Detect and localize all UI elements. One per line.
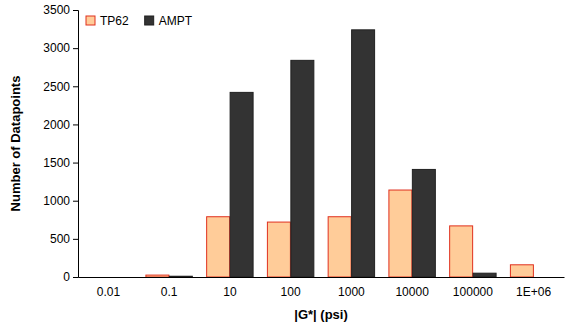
tick-label: 0.01 (97, 285, 121, 299)
bar (230, 92, 253, 277)
bar (169, 276, 192, 277)
legend-swatch (145, 16, 154, 25)
bar (510, 265, 533, 277)
tick-label: 100000 (453, 285, 493, 299)
legend-item: AMPT (145, 14, 193, 28)
tick: 2000 (43, 118, 78, 132)
bar (534, 277, 557, 278)
tick-label: 10 (223, 285, 237, 299)
axis-line (79, 277, 565, 278)
tick: 1E+06 (516, 285, 551, 299)
series (169, 30, 496, 277)
tick-label: 1000 (338, 285, 365, 299)
bar (146, 275, 169, 277)
tick: 1000 (338, 285, 365, 299)
tick-label: 10000 (395, 285, 429, 299)
bar (328, 217, 351, 277)
tick: 3000 (43, 41, 78, 55)
x-axis: 0.01 0.1 10 100 1000 10000 100000 1E+06 (79, 278, 565, 299)
tick-label: 2000 (43, 118, 70, 132)
tick-mark (73, 10, 78, 11)
legend: TP62 AMPT (86, 14, 193, 28)
tick: 10 (223, 285, 237, 299)
axis-line (73, 11, 79, 278)
y-axis: 0 500 1000 1500 2000 2500 3000 3500 (43, 3, 78, 284)
tick-label: 500 (50, 232, 70, 246)
tick-mark (73, 201, 78, 202)
tick-mark (73, 277, 78, 278)
tick-label: 1E+06 (516, 285, 551, 299)
plot: 0 500 1000 1500 2000 2500 3000 3500 0.01 0.1 10 100… (43, 3, 564, 298)
legend-label: AMPT (159, 14, 193, 28)
tick: 0.1 (161, 285, 178, 299)
tick-label: 1000 (43, 194, 70, 208)
legend-item: TP62 (86, 14, 129, 28)
tick-label: 2500 (43, 80, 70, 94)
tick: 1000 (43, 194, 78, 208)
tick: 3500 (43, 3, 78, 17)
x-axis-title: |G*| (psi) (294, 307, 348, 322)
bar (109, 277, 132, 278)
tick: 10000 (395, 285, 429, 299)
bar (352, 30, 375, 277)
chart: 0 500 1000 1500 2000 2500 3000 3500 0.01 0.1 10 100… (0, 0, 572, 327)
tick-label: 3500 (43, 3, 70, 17)
tick: 2500 (43, 80, 78, 94)
bar (291, 60, 314, 277)
tick-mark (73, 86, 78, 87)
tick-label: 3000 (43, 41, 70, 55)
tick-mark (73, 163, 78, 164)
tick-label: 0 (63, 270, 70, 284)
y-axis-title: Number of Datapoints (8, 76, 23, 212)
bar (85, 277, 108, 278)
bar (450, 226, 473, 277)
tick: 0.01 (97, 285, 121, 299)
tick: 500 (50, 232, 78, 246)
bar (473, 273, 496, 277)
tick-mark (73, 48, 78, 49)
bars (146, 30, 533, 277)
tick-mark (73, 239, 78, 240)
tick: 1500 (43, 156, 78, 170)
tick: 100 (281, 285, 301, 299)
bar (267, 222, 290, 277)
bar (389, 190, 412, 277)
tick-label: 100 (281, 285, 301, 299)
legend-swatch (86, 16, 95, 25)
tick-label: 1500 (43, 156, 70, 170)
bar (412, 169, 435, 277)
series (146, 190, 533, 277)
legend-label: TP62 (100, 14, 129, 28)
tick-label: 0.1 (161, 285, 178, 299)
tick: 0 (63, 270, 78, 284)
tick-mark (73, 124, 78, 125)
bar (207, 217, 230, 277)
tick: 100000 (453, 285, 493, 299)
